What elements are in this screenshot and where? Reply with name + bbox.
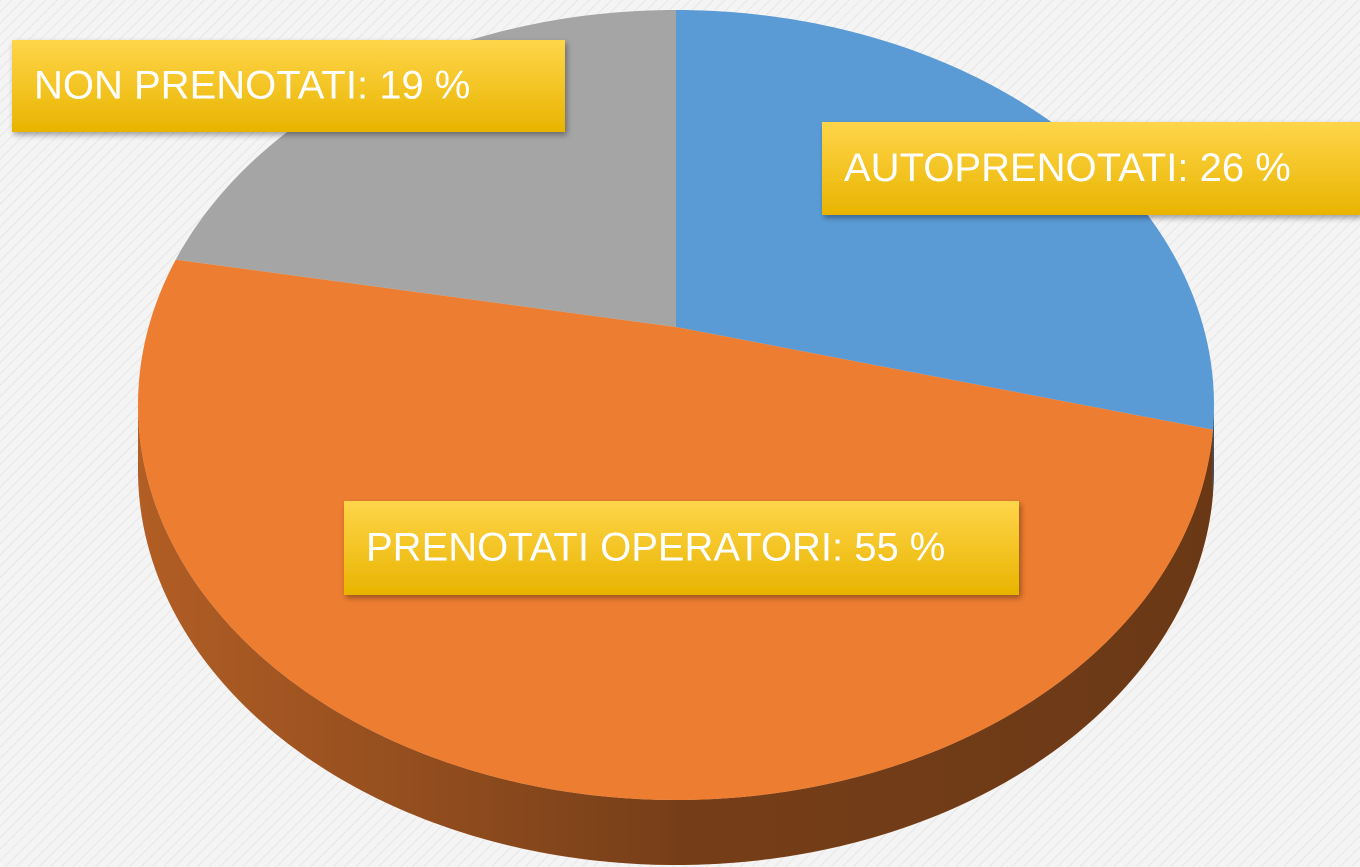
slice-side-shade xyxy=(1212,405,1214,495)
slice-side-shade xyxy=(138,405,1213,865)
label-text: PRENOTATI OPERATORI: 55 % xyxy=(366,526,945,570)
data-label: NON PRENOTATI: 19 % xyxy=(12,40,565,132)
label-text: AUTOPRENOTATI: 26 % xyxy=(844,146,1291,190)
data-label: PRENOTATI OPERATORI: 55 % xyxy=(344,501,1019,595)
slice xyxy=(676,10,1214,430)
label-box xyxy=(822,122,1360,215)
label-box xyxy=(344,501,1019,595)
label-text: NON PRENOTATI: 19 % xyxy=(34,64,470,108)
data-label: AUTOPRENOTATI: 26 % xyxy=(822,122,1360,215)
label-box xyxy=(12,40,565,132)
